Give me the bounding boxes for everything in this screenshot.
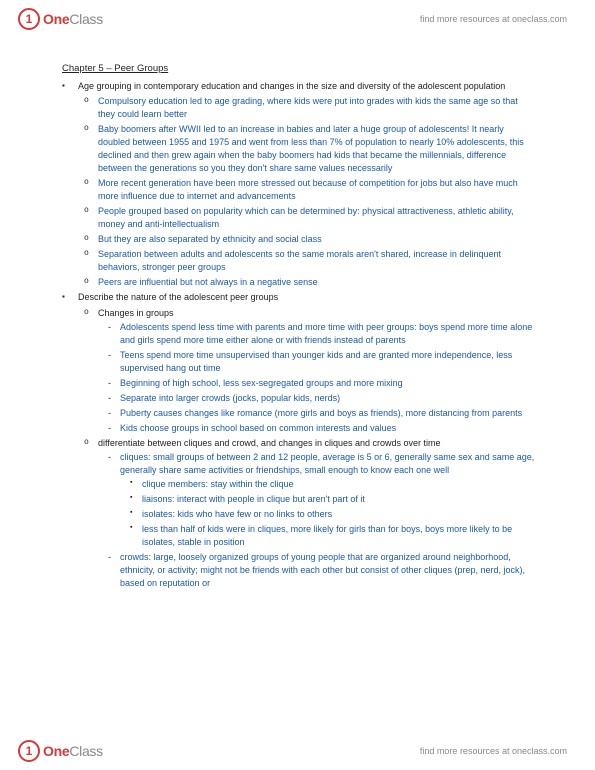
list-item-text: Adolescents spend less time with parents… <box>120 322 532 345</box>
list-item-text: Age grouping in contemporary education a… <box>78 81 505 91</box>
list-item: Beginning of high school, less sex-segre… <box>98 377 537 390</box>
list-item: cliques: small groups of between 2 and 1… <box>98 451 537 549</box>
list-item-text: Separate into larger crowds (jocks, popu… <box>120 393 340 403</box>
list-item: Peers are influential but not always in … <box>78 276 537 289</box>
list-item-text: Separation between adults and adolescent… <box>98 249 501 272</box>
logo-text-class: Class <box>69 11 103 27</box>
list-item-text: isolates: kids who have few or no links … <box>142 509 332 519</box>
list-item: Baby boomers after WWII led to an increa… <box>78 123 537 175</box>
document-body: Chapter 5 – Peer Groups Age grouping in … <box>62 62 537 728</box>
list-level-3: cliques: small groups of between 2 and 1… <box>98 451 537 590</box>
list-item: isolates: kids who have few or no links … <box>120 508 537 521</box>
list-item-text: differentiate between cliques and crowd,… <box>98 438 441 448</box>
list-item-text: Baby boomers after WWII led to an increa… <box>98 124 524 173</box>
list-item: Separation between adults and adolescent… <box>78 248 537 274</box>
logo-mark-footer: 1 <box>18 740 40 762</box>
list-item: Describe the nature of the adolescent pe… <box>62 291 537 590</box>
outline-list: Age grouping in contemporary education a… <box>62 80 537 591</box>
logo-text-class-footer: Class <box>69 743 103 759</box>
list-item-text: cliques: small groups of between 2 and 1… <box>120 452 534 475</box>
page-header: 1 OneClass find more resources at onecla… <box>0 0 595 38</box>
list-item-text: Describe the nature of the adolescent pe… <box>78 292 278 302</box>
logo-text-one-footer: One <box>43 743 69 759</box>
list-item-text: People grouped based on popularity which… <box>98 206 514 229</box>
list-item: Changes in groups Adolescents spend less … <box>78 307 537 435</box>
logo-text-footer: OneClass <box>43 743 103 759</box>
list-item: differentiate between cliques and crowd,… <box>78 437 537 591</box>
list-item-text: crowds: large, loosely organized groups … <box>120 552 525 588</box>
list-item: People grouped based on popularity which… <box>78 205 537 231</box>
list-item: Separate into larger crowds (jocks, popu… <box>98 392 537 405</box>
logo-text: OneClass <box>43 11 103 27</box>
list-item: liaisons: interact with people in clique… <box>120 493 537 506</box>
list-item-text: Puberty causes changes like romance (mor… <box>120 408 522 418</box>
list-item: But they are also separated by ethnicity… <box>78 233 537 246</box>
page-footer: 1 OneClass find more resources at onecla… <box>0 732 595 770</box>
list-item: Teens spend more time unsupervised than … <box>98 349 537 375</box>
list-item: crowds: large, loosely organized groups … <box>98 551 537 590</box>
brand-logo-footer: 1 OneClass <box>18 740 103 762</box>
list-item-text: Changes in groups <box>98 308 174 318</box>
list-item: less than half of kids were in cliques, … <box>120 523 537 549</box>
header-resources-link[interactable]: find more resources at oneclass.com <box>420 14 567 24</box>
list-level-3: Adolescents spend less time with parents… <box>98 321 537 435</box>
list-item-text: More recent generation have been more st… <box>98 178 518 201</box>
list-item: Compulsory education led to age grading,… <box>78 95 537 121</box>
list-item: Adolescents spend less time with parents… <box>98 321 537 347</box>
list-item: More recent generation have been more st… <box>78 177 537 203</box>
list-item-text: Kids choose groups in school based on co… <box>120 423 396 433</box>
list-item-text: less than half of kids were in cliques, … <box>142 524 512 547</box>
list-item: Kids choose groups in school based on co… <box>98 422 537 435</box>
logo-mark: 1 <box>18 8 40 30</box>
list-item-text: liaisons: interact with people in clique… <box>142 494 365 504</box>
list-item: Puberty causes changes like romance (mor… <box>98 407 537 420</box>
list-item-text: Teens spend more time unsupervised than … <box>120 350 512 373</box>
footer-resources-link[interactable]: find more resources at oneclass.com <box>420 746 567 756</box>
list-level-2: Changes in groups Adolescents spend less … <box>78 307 537 591</box>
logo-text-one: One <box>43 11 69 27</box>
list-item: clique members: stay within the clique <box>120 478 537 491</box>
list-item: Age grouping in contemporary education a… <box>62 80 537 290</box>
list-item-text: Beginning of high school, less sex-segre… <box>120 378 403 388</box>
brand-logo: 1 OneClass <box>18 8 103 30</box>
list-item-text: But they are also separated by ethnicity… <box>98 234 322 244</box>
list-level-2: Compulsory education led to age grading,… <box>78 95 537 290</box>
list-item-text: clique members: stay within the clique <box>142 479 294 489</box>
chapter-title: Chapter 5 – Peer Groups <box>62 62 537 76</box>
list-item-text: Compulsory education led to age grading,… <box>98 96 518 119</box>
list-level-4: clique members: stay within the clique li… <box>120 478 537 549</box>
list-item-text: Peers are influential but not always in … <box>98 277 318 287</box>
